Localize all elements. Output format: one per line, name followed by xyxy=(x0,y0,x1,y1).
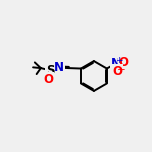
Text: −: − xyxy=(116,65,125,75)
Text: N: N xyxy=(54,61,64,74)
Text: N: N xyxy=(111,57,121,70)
Text: O: O xyxy=(113,65,123,78)
Polygon shape xyxy=(51,66,57,70)
Text: +: + xyxy=(115,56,122,65)
Text: S: S xyxy=(46,64,54,77)
Text: O: O xyxy=(43,73,53,86)
Text: O: O xyxy=(119,56,129,69)
